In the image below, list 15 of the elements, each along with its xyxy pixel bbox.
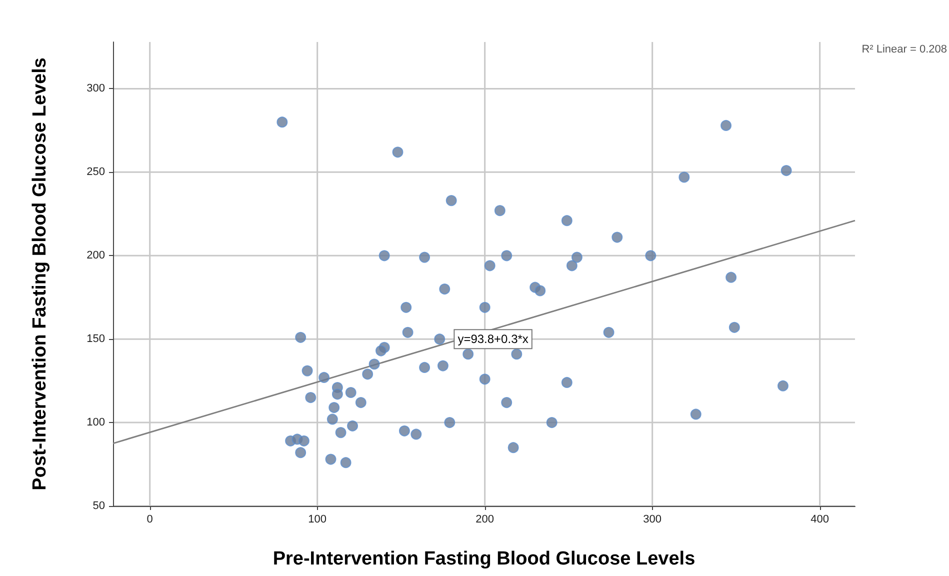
x-tick-label: 300 [643, 514, 662, 526]
x-tick-label: 100 [308, 514, 327, 526]
x-tick-label: 0 [146, 514, 153, 526]
x-tick-label: 400 [810, 514, 830, 526]
y-tick-label: 250 [86, 166, 105, 178]
y-tick-label: 300 [86, 82, 105, 95]
y-tick-label: 50 [92, 500, 105, 512]
y-tick-label: 150 [86, 333, 105, 346]
x-axis-title: Pre-Intervention Fasting Blood Glucose Levels [272, 548, 696, 570]
text: R² Linear = 0.208 [862, 44, 948, 56]
y-tick-label: 100 [86, 416, 105, 429]
y-axis-title: Post-Intervention Fasting Blood Glucose Levels [30, 58, 50, 490]
y-tick-label: 200 [86, 250, 105, 262]
x-tick-label: 200 [476, 514, 494, 526]
annotation: y=93.8+0.3*x [458, 332, 528, 346]
